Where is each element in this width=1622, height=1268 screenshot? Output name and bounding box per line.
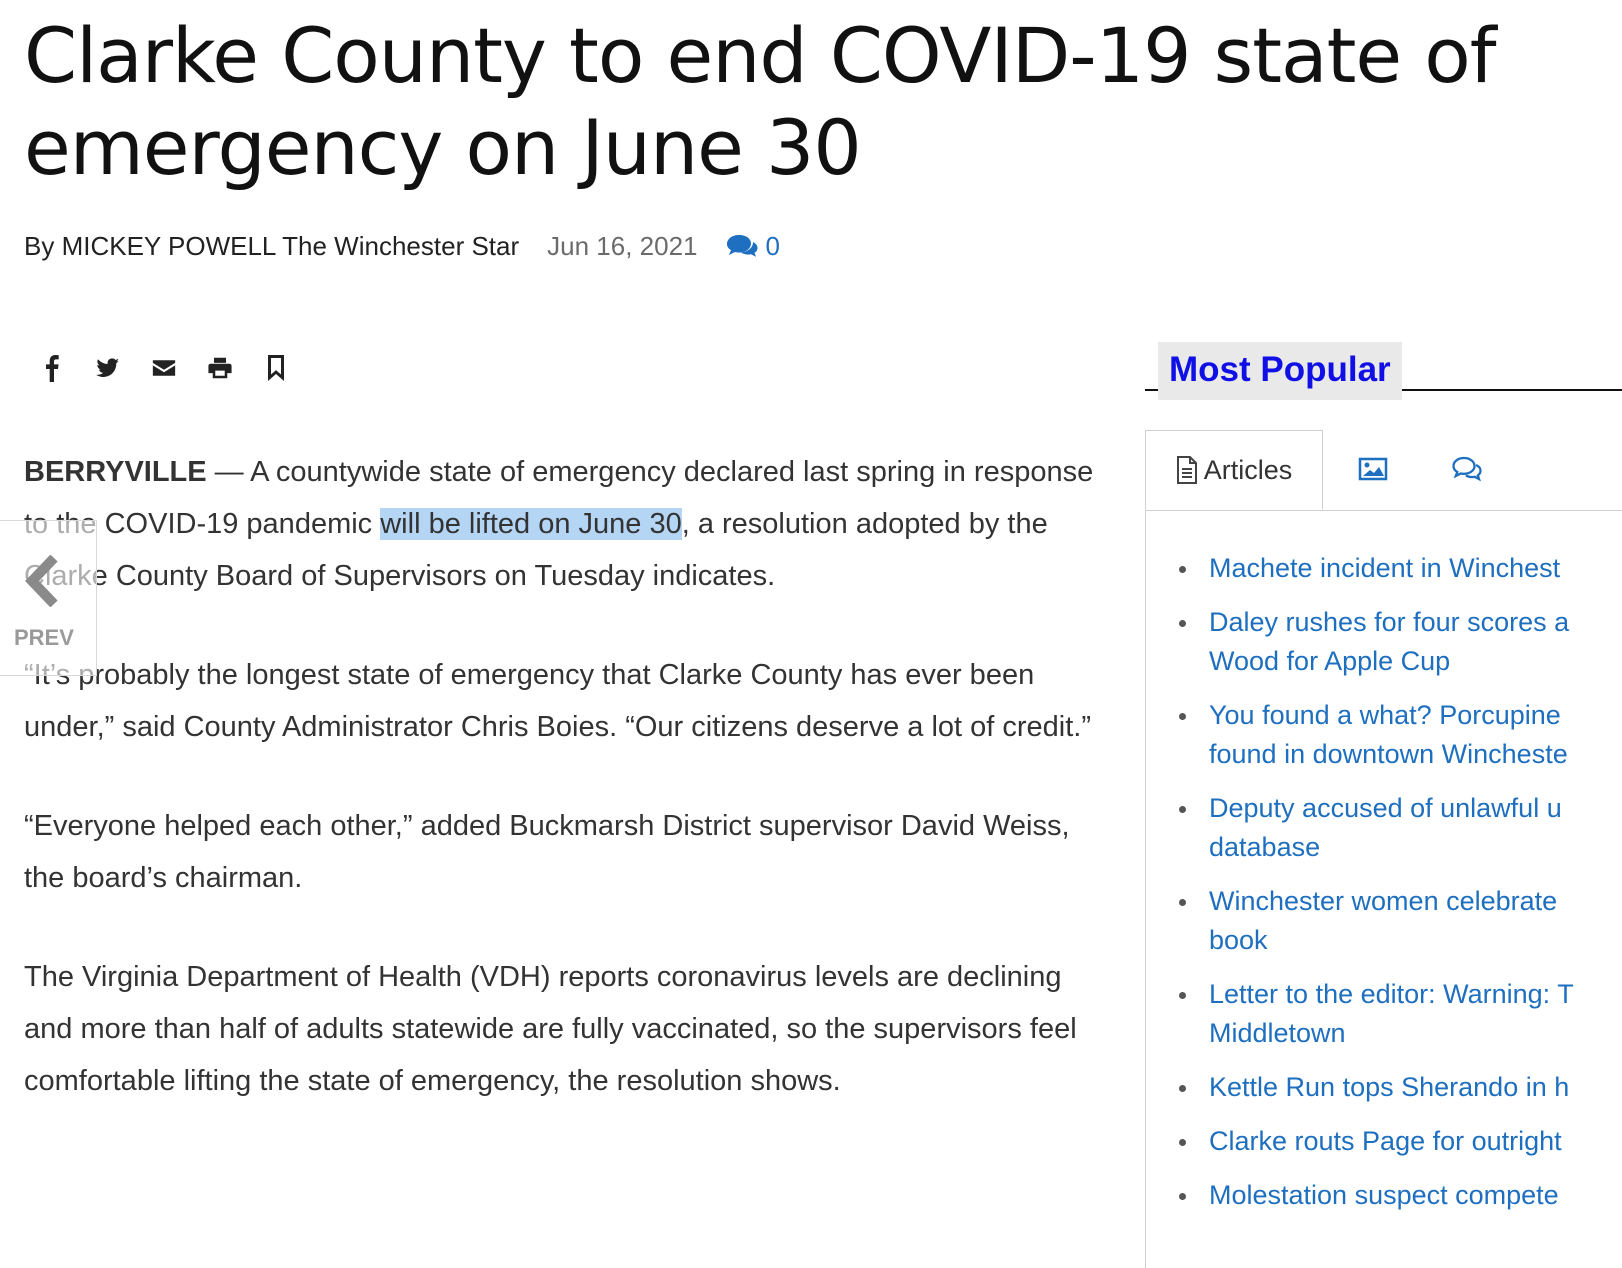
tab-comments[interactable]	[1451, 454, 1483, 484]
most-popular-panel: Machete incident in Winchest Daley rushe…	[1145, 511, 1622, 1268]
popular-article-link[interactable]: Winchester women celebrate book	[1209, 886, 1558, 955]
popular-article-link[interactable]: You found a what? Porcupine found in down…	[1209, 700, 1568, 769]
most-popular-sidebar: Most Popular Articles Machet	[1145, 340, 1622, 1268]
share-toolbar	[40, 352, 288, 384]
popular-article-link[interactable]: Letter to the editor: Warning: T Middleto…	[1209, 979, 1574, 1048]
list-item: Daley rushes for four scores a Wood for A…	[1176, 603, 1622, 681]
article-headline: Clarke County to end COVID-19 state of e…	[24, 11, 1497, 192]
comments-link[interactable]: 0	[726, 231, 780, 262]
tab-images[interactable]	[1357, 454, 1389, 484]
list-item: Letter to the editor: Warning: T Middleto…	[1176, 975, 1622, 1053]
prev-article-button[interactable]: PREV	[0, 520, 97, 676]
popular-article-link[interactable]: Kettle Run tops Sherando in h	[1209, 1072, 1570, 1102]
popular-article-link[interactable]: Clarke routs Page for outright	[1209, 1126, 1562, 1156]
publish-date: Jun 16, 2021	[547, 230, 698, 261]
comments-icon	[726, 235, 757, 257]
chevron-left-icon	[25, 555, 58, 607]
most-popular-list: Machete incident in Winchest Daley rushe…	[1176, 549, 1622, 1230]
list-item: Clarke routs Page for outright	[1176, 1122, 1622, 1161]
article-paragraph: The Virginia Department of Health (VDH) …	[24, 961, 1077, 1097]
paragraph-text: , a resolution adopted by the Clarke Cou…	[24, 508, 1048, 592]
popular-article-link[interactable]: Molestation suspect compete	[1209, 1180, 1559, 1210]
article-paragraph: “It’s probably the longest state of emer…	[24, 659, 1091, 743]
chat-icon	[1452, 456, 1482, 482]
list-item: Deputy accused of unlawful u database	[1176, 789, 1622, 867]
tab-articles[interactable]: Articles	[1145, 430, 1323, 510]
list-item: Winchester women celebrate book	[1176, 882, 1622, 960]
byline: By MICKEY POWELL The Winchester Star Jun…	[24, 231, 780, 261]
most-popular-tabs: Articles	[1145, 430, 1622, 511]
prev-label: PREV	[14, 625, 74, 650]
print-icon[interactable]	[208, 352, 232, 384]
dateline: BERRYVILLE	[24, 456, 207, 488]
popular-article-link[interactable]: Machete incident in Winchest	[1209, 553, 1561, 583]
document-icon	[1176, 456, 1197, 484]
article-paragraph: “Everyone helped each other,” added Buck…	[24, 810, 1070, 894]
paragraph-text: A countywide state of emergency declared…	[24, 456, 1094, 540]
list-item: Molestation suspect compete	[1176, 1176, 1622, 1215]
text-selection: will be lifted on June 30	[380, 508, 682, 540]
popular-article-link[interactable]: Deputy accused of unlawful u database	[1209, 793, 1562, 862]
list-item: Machete incident in Winchest	[1176, 549, 1622, 588]
bookmark-icon[interactable]	[264, 352, 288, 384]
email-icon[interactable]	[152, 352, 176, 384]
author-name[interactable]: By MICKEY POWELL The Winchester Star	[24, 230, 520, 261]
facebook-icon[interactable]	[40, 352, 64, 384]
popular-article-link[interactable]: Daley rushes for four scores a Wood for A…	[1209, 607, 1570, 676]
twitter-icon[interactable]	[96, 352, 120, 384]
tab-label: Articles	[1203, 454, 1293, 485]
dateline-separator: —	[206, 456, 251, 488]
article-paragraph: BERRYVILLE — A countywide state of emerg…	[24, 446, 1094, 602]
list-item: You found a what? Porcupine found in down…	[1176, 696, 1622, 774]
most-popular-heading: Most Popular	[1158, 342, 1402, 400]
list-item: Kettle Run tops Sherando in h	[1176, 1068, 1622, 1107]
image-icon	[1358, 457, 1388, 481]
comment-count: 0	[765, 230, 780, 261]
article-body: BERRYVILLE — A countywide state of emerg…	[24, 446, 1094, 1154]
